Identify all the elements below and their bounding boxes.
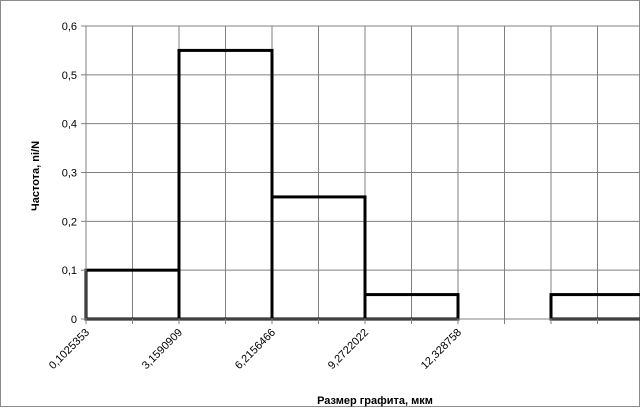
y-tick-label: 0,1 xyxy=(62,265,77,277)
x-axis-title: Размер графита, мкм xyxy=(317,395,433,407)
y-tick-label: 0 xyxy=(71,314,77,326)
y-tick-label: 0,6 xyxy=(62,21,77,33)
x-tick-label: 12,328758 xyxy=(419,327,464,372)
y-tick-label: 0,3 xyxy=(62,168,77,180)
histogram-bars xyxy=(84,48,640,321)
histogram-bar xyxy=(84,268,181,321)
x-tick-label: 3,1590909 xyxy=(140,327,185,372)
grid-lines xyxy=(86,25,640,319)
y-tick-label: 0,2 xyxy=(62,216,77,228)
y-tick-label: 0,4 xyxy=(62,119,77,131)
x-tick-label: 9,2722022 xyxy=(326,327,371,372)
x-tick-labels: 0,1025353 3,1590909 6,2156466 9,2722022 12,3… xyxy=(47,327,464,372)
y-axis-title: Частота, ni/N xyxy=(30,141,42,211)
x-tick-label: 6,2156466 xyxy=(233,327,278,372)
histogram-bar xyxy=(270,195,367,321)
y-tick-label: 0,5 xyxy=(62,70,77,82)
axes xyxy=(81,25,640,324)
histogram-bar xyxy=(363,293,460,321)
histogram-bar xyxy=(177,48,274,321)
x-tick-label: 0,1025353 xyxy=(47,327,92,372)
y-tick-labels: 0 0,1 0,2 0,3 0,4 0,5 0,6 xyxy=(62,21,77,326)
histogram-bar xyxy=(549,293,640,321)
